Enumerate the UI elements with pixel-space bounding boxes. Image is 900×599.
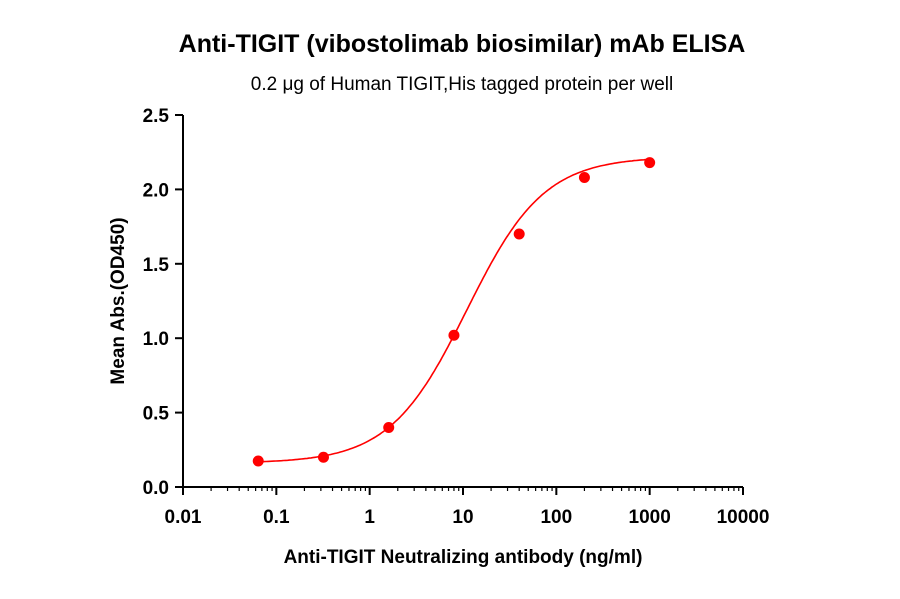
x-tick-label: 10000 <box>717 507 770 528</box>
y-tick-label: 1.0 <box>143 329 169 350</box>
x-tick-label: 0.1 <box>263 507 290 528</box>
fit-curve <box>258 158 650 463</box>
y-tick-label: 2.0 <box>143 180 169 201</box>
data-point <box>644 157 656 169</box>
y-tick-label: 0.5 <box>143 404 170 425</box>
y-tick-label: 2.5 <box>143 106 170 127</box>
x-tick-label: 100 <box>540 507 572 528</box>
data-point <box>252 455 264 467</box>
axes: 0.0 0.5 1.0 1.5 2.0 2.5 0.01 0.1 1 10 100 1000 10000 <box>143 106 770 528</box>
y-axis-label: Mean Abs.(OD450) <box>108 217 129 384</box>
y-tick-label: 0.0 <box>143 478 169 499</box>
data-point <box>317 451 329 463</box>
x-tick-label: 1 <box>364 507 375 528</box>
y-tick-label: 1.5 <box>143 255 170 276</box>
data-points <box>252 157 656 467</box>
chart-title: Anti-TIGIT (vibostolimab biosimilar) mAb… <box>179 30 746 58</box>
data-point <box>578 171 590 183</box>
x-tick-label: 10 <box>452 507 473 528</box>
x-tick-label: 0.01 <box>165 507 202 528</box>
data-point <box>448 329 460 341</box>
data-point <box>513 228 525 240</box>
x-tick-label: 1000 <box>629 507 671 528</box>
x-axis-label: Anti-TIGIT Neutralizing antibody (ng/ml) <box>284 547 643 568</box>
chart-subtitle: 0.2 μg of Human TIGIT,His tagged protein… <box>251 74 673 95</box>
data-point <box>383 421 395 433</box>
